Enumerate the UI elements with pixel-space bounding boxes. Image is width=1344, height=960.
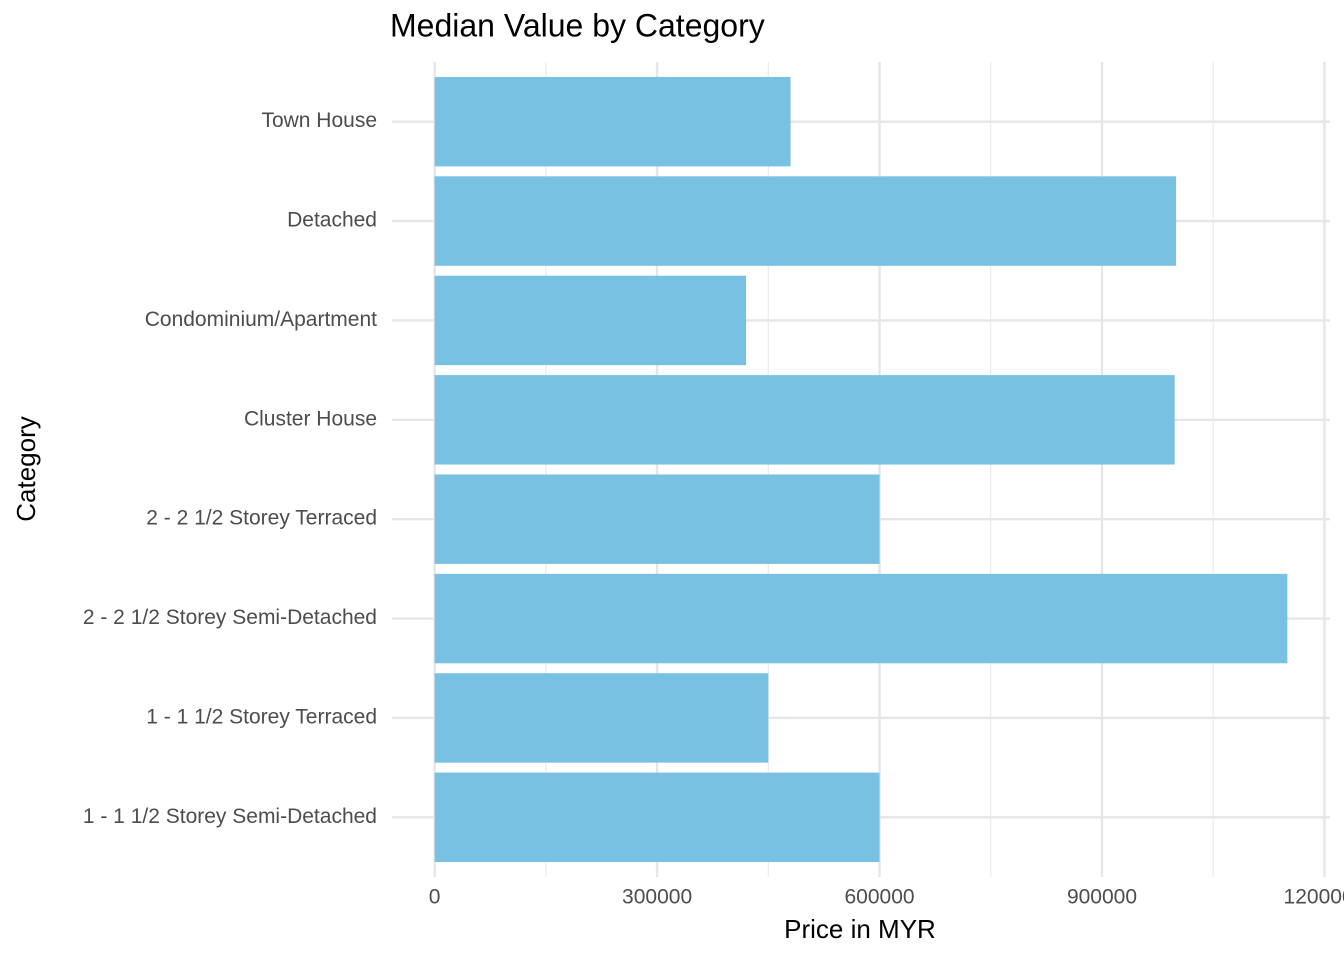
- bar: [434, 673, 769, 763]
- y-tick-label: 2 - 2 1/2 Storey Semi-Detached: [83, 606, 377, 629]
- chart-title: Median Value by Category: [390, 7, 765, 43]
- y-tick-label: Detached: [287, 209, 377, 232]
- bar: [434, 275, 747, 366]
- y-tick-label: Condominium/Apartment: [145, 308, 377, 331]
- x-tick-label: 1200000: [1284, 886, 1344, 909]
- y-tick-label: 1 - 1 1/2 Storey Terraced: [146, 705, 377, 728]
- y-tick-label: Cluster House: [244, 407, 377, 430]
- x-tick-label: 600000: [844, 886, 914, 909]
- bar: [434, 772, 880, 863]
- bar: [434, 474, 880, 564]
- y-axis-title: Category: [11, 416, 41, 522]
- x-tick-label: 300000: [622, 886, 692, 909]
- bar: [434, 176, 1177, 266]
- y-tick-label: Town House: [261, 109, 377, 132]
- x-axis-title: Price in MYR: [784, 914, 936, 944]
- y-tick-label: 2 - 2 1/2 Storey Terraced: [146, 507, 377, 530]
- x-tick-label: 900000: [1067, 886, 1137, 909]
- bar: [434, 375, 1175, 465]
- bar: [434, 573, 1288, 664]
- y-tick-label: 1 - 1 1/2 Storey Semi-Detached: [83, 805, 377, 828]
- bar: [434, 76, 791, 167]
- x-tick-label: 0: [429, 886, 441, 909]
